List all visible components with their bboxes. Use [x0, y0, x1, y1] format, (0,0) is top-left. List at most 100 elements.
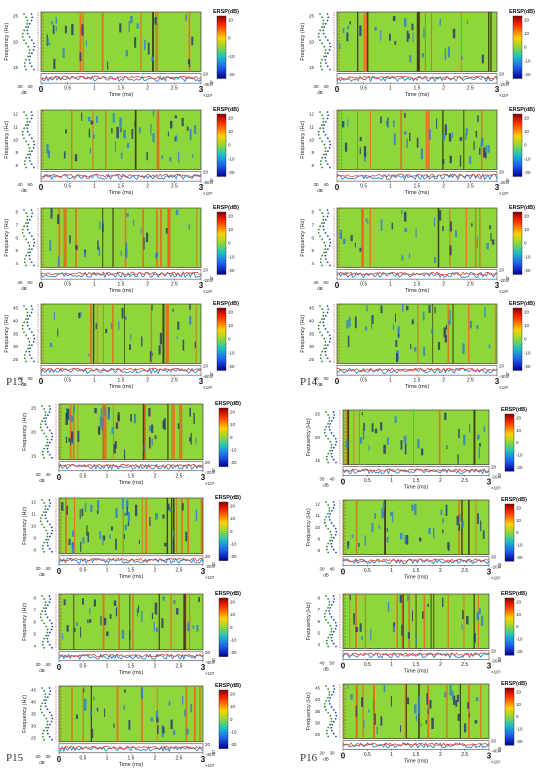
- spectrum-point: [48, 453, 51, 456]
- ersp-patch: [478, 147, 481, 155]
- spectrum-tick-label: 30: [17, 84, 23, 89]
- ersp-patch: [489, 225, 492, 230]
- ersp-patch: [487, 145, 490, 153]
- ersp-patch: [148, 407, 151, 417]
- x-tick-label: 0: [335, 377, 340, 386]
- ersp-band: [468, 684, 470, 739]
- ersp-panel-p13-alpha: Frequency (Hz) 12 11 10 9 8 40 60 dB 20 -60 dB 0 0.5 1…: [4, 104, 240, 200]
- x-axis-label: Time (ms): [109, 288, 134, 294]
- x-tick-label: 2: [154, 567, 157, 573]
- spectrum-point: [43, 690, 46, 692]
- spectrum-point: [323, 612, 326, 615]
- spectrum-point: [43, 432, 46, 435]
- spectrum-point: [325, 251, 328, 254]
- ersp-panel-p16-theta: Frequency (Hz) 8 7 6 5 4 40 50 dB 20 -20 dB 0 0.5 1 1.5…: [306, 588, 528, 676]
- ersp-patch: [124, 689, 126, 693]
- colorbar-title: ERSP(dB): [501, 681, 527, 687]
- ersp-patch: [390, 696, 392, 707]
- spectrum-point: [321, 156, 324, 159]
- ersp-band: [188, 12, 191, 72]
- ersp-heatmap: [336, 303, 498, 364]
- y-tick-label: 45: [315, 686, 321, 691]
- spectrum-point: [29, 62, 31, 64]
- spectrum-point: [330, 604, 333, 606]
- x-tick-label: 2: [442, 282, 445, 288]
- ersp-patch: [468, 156, 472, 164]
- spectrum-point: [23, 137, 25, 140]
- ersp-patch: [367, 221, 369, 225]
- ersp-patch: [403, 435, 407, 444]
- ersp-band: [156, 208, 158, 268]
- ersp-patch: [174, 136, 177, 142]
- ersp-heatmap: [58, 685, 204, 743]
- ersp-band: [349, 594, 351, 649]
- ersp-band: [162, 304, 165, 364]
- ersp-patch: [366, 305, 368, 312]
- colorbar-tick-label: -20: [516, 465, 523, 470]
- ersp-band: [447, 594, 449, 649]
- x-exponent-label: ×10⁵: [203, 289, 213, 294]
- ersp-patch: [72, 438, 74, 444]
- spectrum-point: [30, 305, 33, 307]
- spectrum-point: [335, 624, 338, 627]
- ersp-patch: [164, 542, 167, 547]
- spectrum-tick-label: 60: [27, 280, 33, 285]
- ersp-patch: [125, 248, 128, 259]
- power-unit-label: dB: [497, 563, 502, 569]
- ersp-patch: [82, 537, 85, 544]
- spectrum-point: [48, 693, 51, 695]
- spectrum-point: [322, 22, 325, 25]
- ersp-patch: [486, 243, 489, 250]
- spectrum-point: [48, 631, 51, 634]
- x-tick-label: 1.5: [413, 662, 420, 668]
- ersp-patch: [77, 430, 80, 442]
- ersp-patch: [400, 532, 403, 540]
- ersp-heatmap: [342, 409, 490, 465]
- y-axis-label: Frequency (Hz): [300, 121, 306, 159]
- ersp-patch: [149, 425, 152, 432]
- ersp-patch: [117, 415, 120, 420]
- ersp-patch: [89, 607, 91, 615]
- ersp-band: [404, 684, 407, 739]
- ersp-band: [141, 686, 143, 742]
- ersp-patch: [47, 150, 50, 158]
- y-tick-label: 6: [317, 619, 320, 624]
- colorbar-tick-label: 10: [230, 516, 236, 521]
- ersp-patch: [162, 420, 165, 429]
- ersp-colorbar: [504, 413, 515, 472]
- ersp-patch: [453, 695, 456, 705]
- ersp-patch: [52, 24, 55, 35]
- ersp-patch: [361, 412, 363, 416]
- spectrum-point: [28, 231, 31, 234]
- ersp-patch: [171, 540, 173, 550]
- ersp-patch: [411, 319, 414, 325]
- spectrum-point: [332, 507, 335, 509]
- y-tick-label: 45: [31, 688, 37, 693]
- ersp-band: [112, 304, 113, 364]
- ersp-patch: [409, 132, 411, 142]
- ersp-band: [124, 208, 127, 268]
- ersp-patch: [90, 120, 94, 125]
- ersp-patch: [124, 524, 127, 531]
- colorbar-tick-label: 20: [230, 692, 236, 697]
- power-tick-label: -20: [203, 278, 210, 283]
- power-tick-label: 20: [491, 465, 497, 470]
- spectrum-point: [324, 156, 327, 159]
- ersp-patch: [411, 23, 414, 31]
- spectrum-point: [25, 58, 28, 61]
- x-tick-label: 2.5: [171, 378, 178, 384]
- y-tick-label: 11: [31, 511, 36, 516]
- y-tick-label: 8: [15, 210, 18, 215]
- ersp-colorbar: [512, 307, 523, 371]
- spectrum-point: [30, 111, 33, 113]
- participant-label-p14: P14: [300, 376, 318, 388]
- ersp-patch: [447, 542, 449, 550]
- power-unit-label: dB: [209, 276, 214, 282]
- x-exponent-label: ×10⁵: [205, 671, 215, 676]
- ersp-patch: [459, 155, 462, 167]
- ersp-patch: [359, 247, 362, 252]
- spectrum-point: [327, 512, 329, 515]
- ersp-patch: [364, 535, 366, 546]
